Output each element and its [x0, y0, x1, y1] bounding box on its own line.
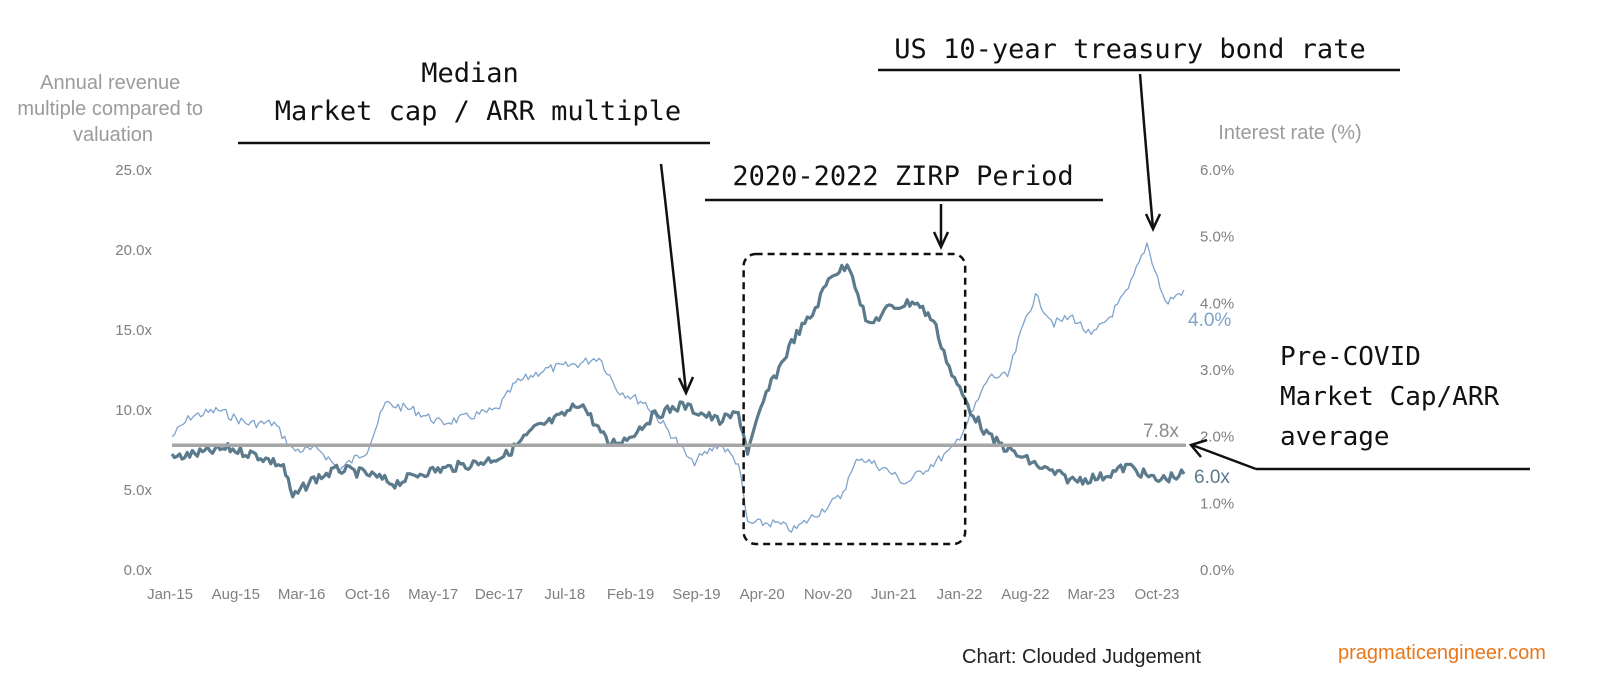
x-axis-tick-label: May-17: [408, 586, 458, 603]
treasury-annotation: US 10-year treasury bond rate: [894, 34, 1365, 65]
median-arrow-head-icon: [677, 376, 695, 397]
precovid-arrow-head-icon: [1188, 438, 1208, 458]
x-axis-tick-label: Jul-18: [544, 586, 585, 603]
right-axis-title: Interest rate (%): [1218, 122, 1361, 144]
precovid-annotation-line1: Pre-COVID: [1280, 342, 1421, 372]
x-axis-tick-label: Oct-16: [345, 586, 390, 603]
x-axis-tick-label: Aug-22: [1001, 586, 1049, 603]
zirp-arrow-head-icon: [932, 231, 950, 250]
right-axis-tick-label: 0.0%: [1200, 562, 1234, 579]
left-axis-tick-label: 25.0x: [115, 162, 152, 179]
right-axis-tick-label: 4.0%: [1200, 295, 1234, 312]
x-axis-tick-label: Aug-15: [212, 586, 260, 603]
zirp-annotation: 2020-2022 ZIRP Period: [732, 161, 1073, 192]
x-axis-tick-label: Jun-21: [871, 586, 917, 603]
x-axis-tick-label: Apr-20: [740, 586, 785, 603]
x-axis-tick-label: Mar-16: [278, 586, 326, 603]
x-axis-ticks: Jan-15 Aug-15 Mar-16 Oct-16 May-17 Dec-17 Jul-…: [147, 586, 1179, 603]
median-annotation-arrow: [659, 163, 688, 393]
interest-rate-line: [171, 242, 1185, 533]
left-axis-tick-label: 15.0x: [115, 322, 152, 339]
left-axis-tick-label: 0.0x: [124, 562, 153, 579]
x-axis-tick-label: Oct-23: [1134, 586, 1179, 603]
site-credit[interactable]: pragmaticengineer.com: [1338, 642, 1546, 664]
x-axis-tick-label: Jan-15: [147, 586, 193, 603]
median-annotation-subtitle: Market cap / ARR multiple: [275, 96, 681, 127]
right-axis-tick-label: 1.0%: [1200, 495, 1234, 512]
precovid-annotation-line3: average: [1280, 422, 1390, 452]
median-annotation-title: Median: [421, 58, 519, 89]
right-axis-ticks: 0.0% 1.0% 2.0% 3.0% 4.0% 5.0% 6.0%: [1200, 162, 1234, 579]
right-axis-tick-label: 5.0%: [1200, 229, 1234, 246]
x-axis-tick-label: Mar-23: [1067, 586, 1115, 603]
median-multiple-line: [170, 263, 1186, 499]
chart-source-credit: Chart: Clouded Judgement: [962, 646, 1202, 668]
x-axis-tick-label: Nov-20: [804, 586, 852, 603]
rate-end-label: 4.0%: [1188, 310, 1231, 331]
left-axis-title-line: Annual revenue: [40, 72, 180, 94]
x-axis-tick-label: Jan-22: [937, 586, 983, 603]
left-axis-title: Annual revenue multiple compared to valu…: [17, 72, 208, 146]
right-axis-tick-label: 6.0%: [1200, 162, 1234, 179]
left-axis-title-line: valuation: [73, 124, 153, 146]
series-layer: [170, 242, 1186, 533]
multiple-end-label: 6.0x: [1194, 467, 1230, 488]
precovid-annotation-line2: Market Cap/ARR: [1280, 382, 1499, 412]
left-axis-tick-label: 20.0x: [115, 242, 152, 259]
left-axis-title-line: multiple compared to: [17, 98, 203, 120]
treasury-annotation-arrow: [1138, 73, 1155, 229]
precovid-annotation-arrow: [1191, 443, 1257, 471]
left-axis-tick-label: 10.0x: [115, 402, 152, 419]
average-line-label: 7.8x: [1143, 421, 1179, 442]
x-axis-tick-label: Feb-19: [607, 586, 655, 603]
right-axis-tick-label: 2.0%: [1200, 429, 1234, 446]
treasury-arrow-head-icon: [1144, 213, 1162, 232]
left-axis-tick-label: 5.0x: [124, 482, 153, 499]
x-axis-tick-label: Sep-19: [672, 586, 720, 603]
x-axis-tick-label: Dec-17: [475, 586, 523, 603]
left-axis-ticks: 0.0x 5.0x 10.0x 15.0x 20.0x 25.0x: [115, 162, 152, 579]
right-axis-tick-label: 3.0%: [1200, 362, 1234, 379]
zirp-highlight-box: [742, 252, 967, 546]
